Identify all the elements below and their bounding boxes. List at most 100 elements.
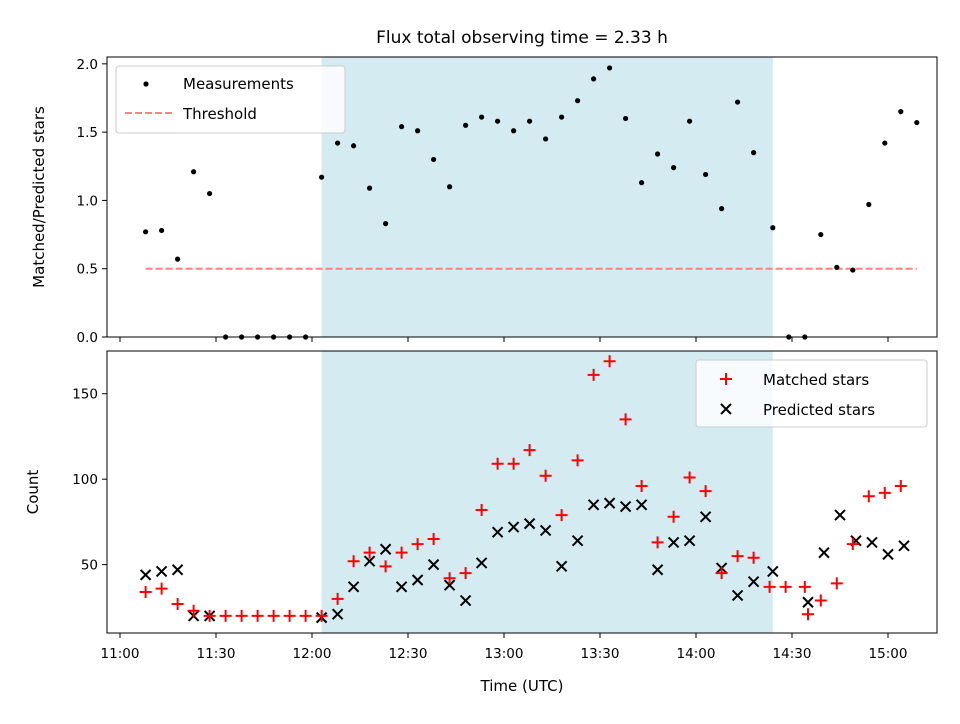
matched-stars-point [235, 609, 248, 622]
predicted-stars-point [507, 521, 520, 533]
predicted-stars-point [347, 581, 360, 593]
count-panel: 50 100 150 11:00 11:30 12:00 12:30 13:00 13:30 1… [24, 350, 938, 695]
ratio-y-tick-label: 1.0 [77, 193, 98, 209]
measurement-point [159, 227, 165, 234]
measurement-point [543, 136, 549, 142]
chart-title: Flux total observing time = 2.33 h [376, 28, 668, 48]
predicted-stars-point [171, 564, 184, 576]
predicted-stars-point [587, 499, 600, 511]
predicted-stars-point [139, 569, 152, 581]
measurement-point [495, 118, 501, 124]
time-x-tick-label: 14:00 [677, 646, 716, 662]
matched-stars-point [814, 594, 827, 607]
measurement-point [735, 99, 741, 105]
count-y-axis-label: Count [24, 470, 42, 515]
matched-stars-point [587, 368, 600, 381]
matched-stars-point [155, 582, 168, 595]
measurement-point [719, 206, 725, 212]
predicted-stars-point [427, 558, 440, 571]
matched-stars-point [862, 490, 875, 503]
predicted-stars-point [802, 596, 814, 608]
predicted-stars-point [667, 536, 680, 549]
ratio-y-axis-label: Matched/Predicted stars [30, 106, 48, 288]
measurement-point [671, 165, 677, 171]
predicted-stars-point [459, 594, 472, 607]
time-x-tick-label: 15:00 [869, 646, 908, 662]
predicted-stars-point [523, 517, 536, 530]
time-x-tick-label: 12:30 [389, 646, 428, 662]
measurement-point [463, 122, 469, 128]
matched-stars-point [267, 609, 280, 622]
measurement-point [479, 114, 485, 120]
matched-stars-point [171, 597, 184, 610]
count-y-tick-label: 50 [81, 558, 98, 574]
matched-stars-legend-marker [720, 373, 732, 385]
count-panel-frame [106, 350, 938, 634]
measurements-legend-label: Measurements [183, 75, 294, 93]
matched-stars-point [219, 609, 232, 622]
predicted-stars-point [619, 500, 632, 513]
matched-stars-point [251, 609, 264, 622]
measurement-point [866, 201, 872, 208]
predicted-stars-point [443, 579, 456, 591]
matched-stars-point [347, 555, 360, 568]
matched-stars-point [459, 567, 472, 580]
measurement-point [207, 190, 213, 197]
measurement-point [850, 267, 856, 273]
predicted-stars-point [818, 546, 830, 559]
count-legend: Matched stars Predicted stars [695, 359, 928, 428]
time-x-tick-label: 11:30 [197, 646, 236, 662]
measurement-point [898, 109, 904, 115]
matched-stars-point [715, 567, 728, 580]
matched-stars-point [571, 454, 584, 467]
measurement-point [770, 225, 776, 231]
measurement-point [914, 119, 920, 126]
measurement-point [415, 128, 421, 134]
matched-stars-point [283, 609, 296, 622]
matched-stars-point [523, 444, 536, 457]
measurement-point [335, 140, 341, 146]
time-x-tick-label: 12:00 [293, 646, 332, 662]
matched-stars-point [747, 551, 760, 564]
measurement-point [447, 184, 453, 190]
measurement-point [882, 140, 888, 146]
ratio-y-tick-label: 2.0 [77, 57, 98, 73]
matched-stars-point [878, 486, 891, 499]
predicted-stars-point [747, 576, 760, 588]
observing-window-shade [321, 57, 773, 337]
predicted-stars-point [683, 535, 696, 547]
matched-stars-point [830, 577, 843, 590]
predicted-stars-point [491, 526, 504, 538]
time-x-tick-label: 13:30 [581, 646, 620, 662]
predicted-stars-point [475, 557, 488, 569]
measurement-point [575, 98, 581, 104]
matched-stars-point [731, 550, 744, 563]
time-x-tick-label: 14:30 [773, 646, 812, 662]
predicted-stars-point [331, 608, 344, 620]
matched-stars-point [667, 510, 680, 523]
predicted-stars-point [699, 511, 712, 523]
measurement-point [639, 180, 645, 186]
matched-stars-point [443, 572, 456, 585]
measurement-point [431, 156, 437, 163]
measurement-point [319, 174, 325, 180]
matched-stars-point [395, 546, 408, 559]
predicted-stars-point [603, 497, 616, 509]
matched-stars-point [683, 471, 696, 484]
matched-stars-point [779, 580, 792, 593]
measurement-point [351, 143, 357, 149]
matched-stars-point [427, 533, 440, 545]
measurement-point [559, 114, 565, 120]
predicted-stars-point [866, 536, 878, 549]
matched-stars-point [491, 457, 504, 470]
predicted-stars-point [882, 548, 894, 561]
measurement-point [191, 169, 197, 175]
measurement-point [383, 221, 389, 227]
measurement-point [834, 264, 840, 270]
matched-stars-point [379, 560, 392, 573]
predicted-stars-point [834, 509, 846, 521]
matched-stars-point [651, 536, 664, 549]
measurement-point [751, 150, 757, 156]
matched-stars-point [603, 355, 616, 368]
matched-stars-point [139, 585, 152, 598]
